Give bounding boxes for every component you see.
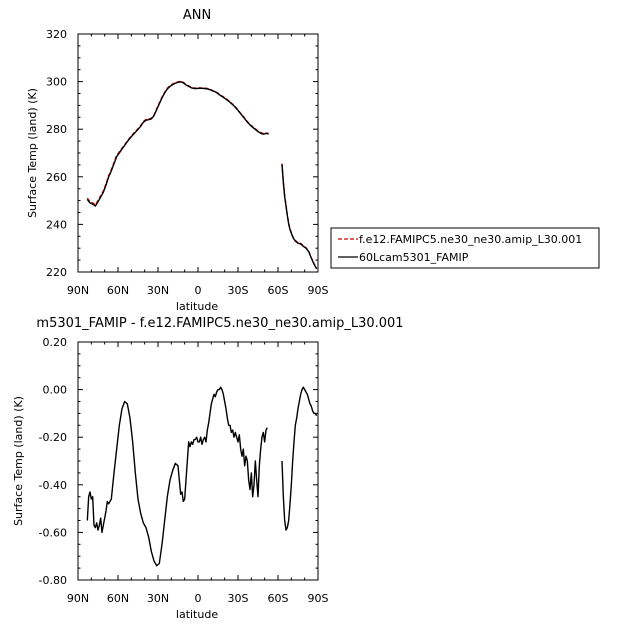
top-x-tick-label: 0: [195, 284, 202, 297]
bottom-series-lines: [86, 386, 318, 567]
top-x-tick-label: 90N: [67, 284, 89, 297]
top-x-tick-label: 30N: [147, 284, 169, 297]
top-series-2-line: [86, 81, 269, 207]
bottom-panel: m5301_FAMIP - f.e12.FAMIPC5.ne30_ne30.am…: [12, 316, 404, 621]
bottom-x-tick-label: 60S: [268, 592, 289, 605]
top-y-tick-label: 320: [46, 28, 67, 41]
bottom-title: m5301_FAMIP - f.e12.FAMIPC5.ne30_ne30.am…: [36, 316, 403, 331]
top-series-1-line: [86, 80, 269, 206]
bottom-y-tick-label: 0.00: [43, 384, 68, 397]
top-x-axis-label: latitude: [176, 300, 218, 313]
top-x-tick-label: 60S: [268, 284, 289, 297]
bottom-x-tick-label: 60N: [107, 592, 129, 605]
top-x-tick-label: 30S: [228, 284, 249, 297]
bottom-y-tick-label: -0.60: [39, 526, 67, 539]
top-series-2-line: [281, 164, 318, 270]
bottom-x-tick-label: 0: [195, 592, 202, 605]
top-y-tick-label: 240: [46, 218, 67, 231]
top-y-tick-label: 260: [46, 171, 67, 184]
bottom-x-tick-label: 30S: [228, 592, 249, 605]
bottom-y-tick-label: -0.80: [39, 574, 67, 587]
legend-box: [330, 227, 600, 269]
legend-entry-2: 60Lcam5301_FAMIP: [359, 251, 469, 264]
bottom-y-tick-label: -0.20: [39, 431, 67, 444]
bottom-y-tick-label: -0.40: [39, 479, 67, 492]
top-x-tick-label: 60N: [107, 284, 129, 297]
bottom-x-tick-label: 90S: [308, 592, 329, 605]
top-title: ANN: [183, 8, 211, 23]
top-y-tick-label: 280: [46, 123, 67, 136]
top-series-lines: [86, 80, 318, 270]
bottom-y-ticks: -0.80 -0.60 -0.40 -0.20 0.00 0.20: [39, 336, 318, 587]
top-y-tick-label: 220: [46, 266, 67, 279]
top-x-ticks: 90N 60N 30N 0 30S 60S 90S: [67, 34, 329, 297]
top-y-axis-label: Surface Temp (land) (K): [26, 88, 39, 218]
bottom-series-1-line: [86, 386, 268, 567]
bottom-series-1-line: [281, 386, 318, 531]
legend-entry-1: f.e12.FAMIPC5.ne30_ne30.amip_L30.001: [359, 233, 582, 246]
bottom-x-tick-label: 30N: [147, 592, 169, 605]
top-plot-frame: [77, 33, 319, 273]
bottom-x-tick-label: 90N: [67, 592, 89, 605]
bottom-x-axis-label: latitude: [176, 608, 218, 621]
top-y-tick-label: 300: [46, 76, 67, 89]
bottom-y-axis-label: Surface Temp (land) (K): [12, 396, 25, 526]
bottom-y-tick-label: 0.20: [43, 336, 68, 349]
bottom-x-ticks: 90N 60N 30N 0 30S 60S 90S: [67, 342, 329, 605]
legend: f.e12.FAMIPC5.ne30_ne30.amip_L30.001 60L…: [330, 227, 600, 269]
top-x-tick-label: 90S: [308, 284, 329, 297]
top-y-ticks: 220 240 260 280 300 320: [46, 28, 318, 279]
